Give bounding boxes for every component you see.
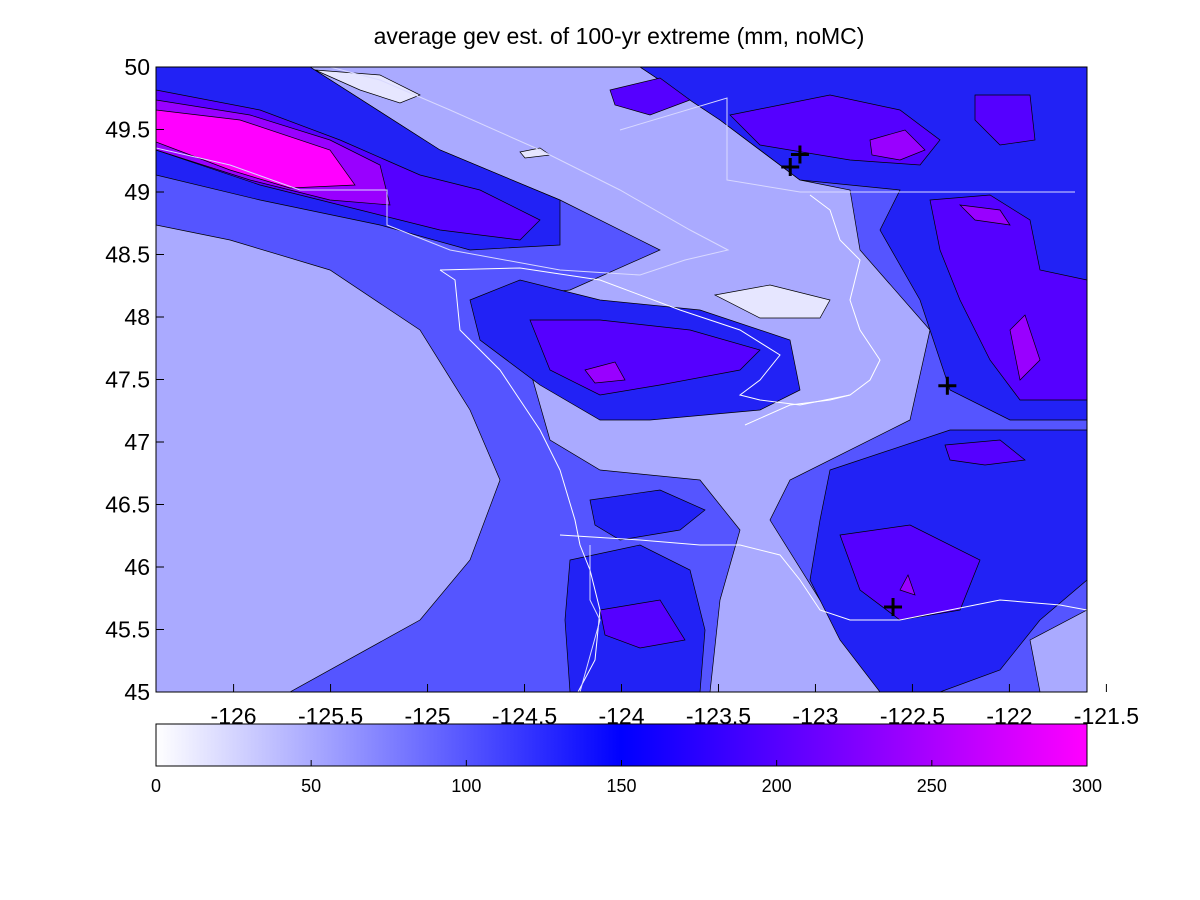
colorbar-tick-label: 100 [451, 776, 481, 796]
contour-map [156, 67, 1087, 692]
colorbar-tick-label: 150 [606, 776, 636, 796]
contour-fill-50-north [314, 69, 421, 104]
y-tick-label: 49.5 [105, 117, 150, 143]
contour-fill-175-s [599, 599, 686, 649]
colorbar: 0 50 100 150 200 250 300 [151, 723, 1102, 796]
colorbar-gradient [155, 723, 1088, 767]
contour-fill-200-se [899, 574, 916, 596]
contour-fill-200-center [584, 361, 626, 384]
contour-fill-200-ne [869, 129, 926, 161]
contour-fill-200-e2 [959, 204, 1011, 226]
y-tick-label: 50 [124, 54, 150, 80]
contour-fill-125-ne [639, 67, 1087, 421]
contour-fill-250-nw [156, 109, 356, 189]
y-tick-label: 48 [124, 304, 150, 330]
contour-fill-175-ne2 [974, 94, 1036, 146]
y-tick-label: 47.5 [105, 367, 150, 393]
contour-fill-125-mid [589, 489, 706, 541]
contour-fill-175-e [929, 194, 1087, 401]
y-tick-label: 47 [124, 429, 150, 455]
station-marker [781, 158, 800, 176]
y-tick-label: 46.5 [105, 492, 150, 518]
contour-fill-75-se [1029, 609, 1087, 692]
colorbar-ticks: 0 50 100 150 200 250 300 [151, 760, 1102, 796]
chart-title: average gev est. of 100-yr extreme (mm, … [374, 23, 865, 49]
colorbar-tick-label: 200 [762, 776, 792, 796]
state-borders [156, 67, 1075, 692]
coastline [439, 194, 1087, 692]
station-marker [790, 145, 809, 164]
colorbar-tick-label: 50 [301, 776, 321, 796]
contour-fill-175-center [529, 319, 761, 396]
y-axis: 50 49.5 49 48.5 48 47.5 47 46.5 46 45.5 45 [105, 54, 164, 705]
contour-fill-175-n [609, 77, 691, 116]
y-tick-label: 46 [124, 554, 150, 580]
contour-fill-175-east [944, 439, 1026, 466]
y-tick-label: 45 [124, 679, 150, 705]
contour-fill-200-e [1009, 314, 1041, 381]
y-tick-label: 49 [124, 179, 150, 205]
colorbar-tick-label: 0 [151, 776, 161, 796]
colorbar-tick-label: 300 [1072, 776, 1102, 796]
station-marker [938, 376, 957, 395]
colorbar-tick-label: 250 [917, 776, 947, 796]
station-marker [884, 598, 903, 616]
y-tick-label: 48.5 [105, 242, 150, 268]
y-tick-label: 45.5 [105, 617, 150, 643]
contour-fill-50-center [713, 284, 831, 319]
contour-fill-175-se [839, 524, 981, 621]
station-markers [781, 145, 957, 616]
